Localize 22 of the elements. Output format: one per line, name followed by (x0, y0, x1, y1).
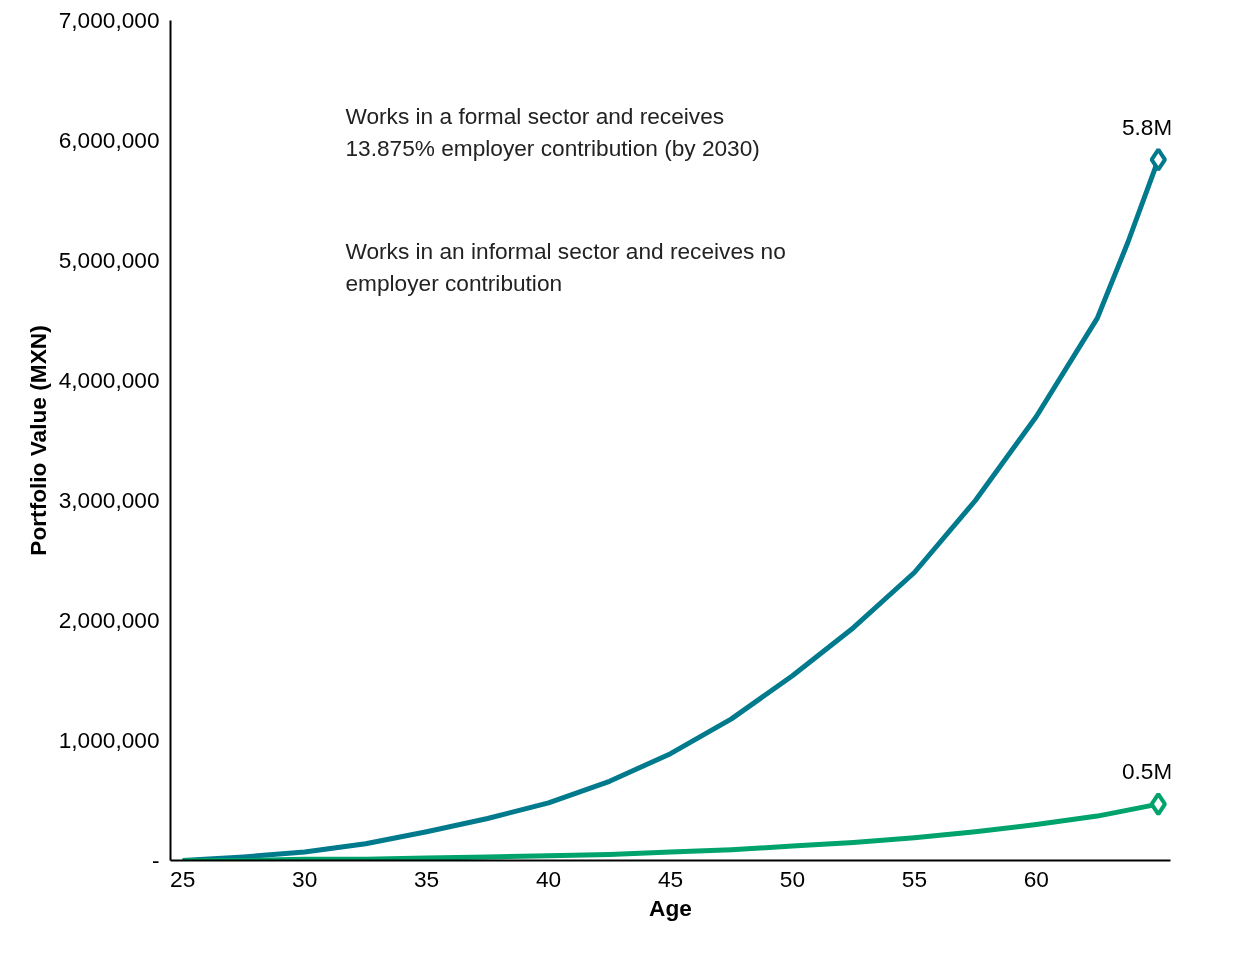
y-tick-label: 7,000,000 (58, 7, 160, 33)
x-tick-label: 40 (535, 865, 562, 892)
x-tick-label: 55 (901, 865, 928, 892)
x-tick-label: 35 (414, 865, 440, 892)
x-tick-label: 25 (170, 865, 196, 892)
y-tick-label: 5,000,000 (58, 247, 160, 273)
annotation: Works in a formal sector and receives 13.875% employer contribution (by 2030) (345, 102, 760, 161)
x-tick-label: 50 (779, 865, 806, 892)
y-tick-label: 4,000,000 (58, 367, 160, 393)
x-tick-label: 30 (292, 865, 318, 892)
x-axis-title: Age (649, 894, 692, 921)
x-tick-label: 45 (657, 865, 684, 892)
y-tick-label: 3,000,000 (58, 487, 160, 513)
x-tick-label: 60 (1023, 865, 1049, 892)
y-axis-title: Portfolio Value (MXN) (24, 325, 51, 556)
data-label: 0.5M (1121, 758, 1173, 785)
y-tick-label: - (151, 847, 160, 873)
y-tick-label: 2,000,000 (58, 607, 160, 633)
data-label: 5.8M (1121, 113, 1173, 140)
y-tick-label: 1,000,000 (58, 727, 160, 753)
y-tick-label: 6,000,000 (58, 127, 160, 153)
annotation: Works in an informal sector and receives no employer contribution (345, 237, 786, 296)
